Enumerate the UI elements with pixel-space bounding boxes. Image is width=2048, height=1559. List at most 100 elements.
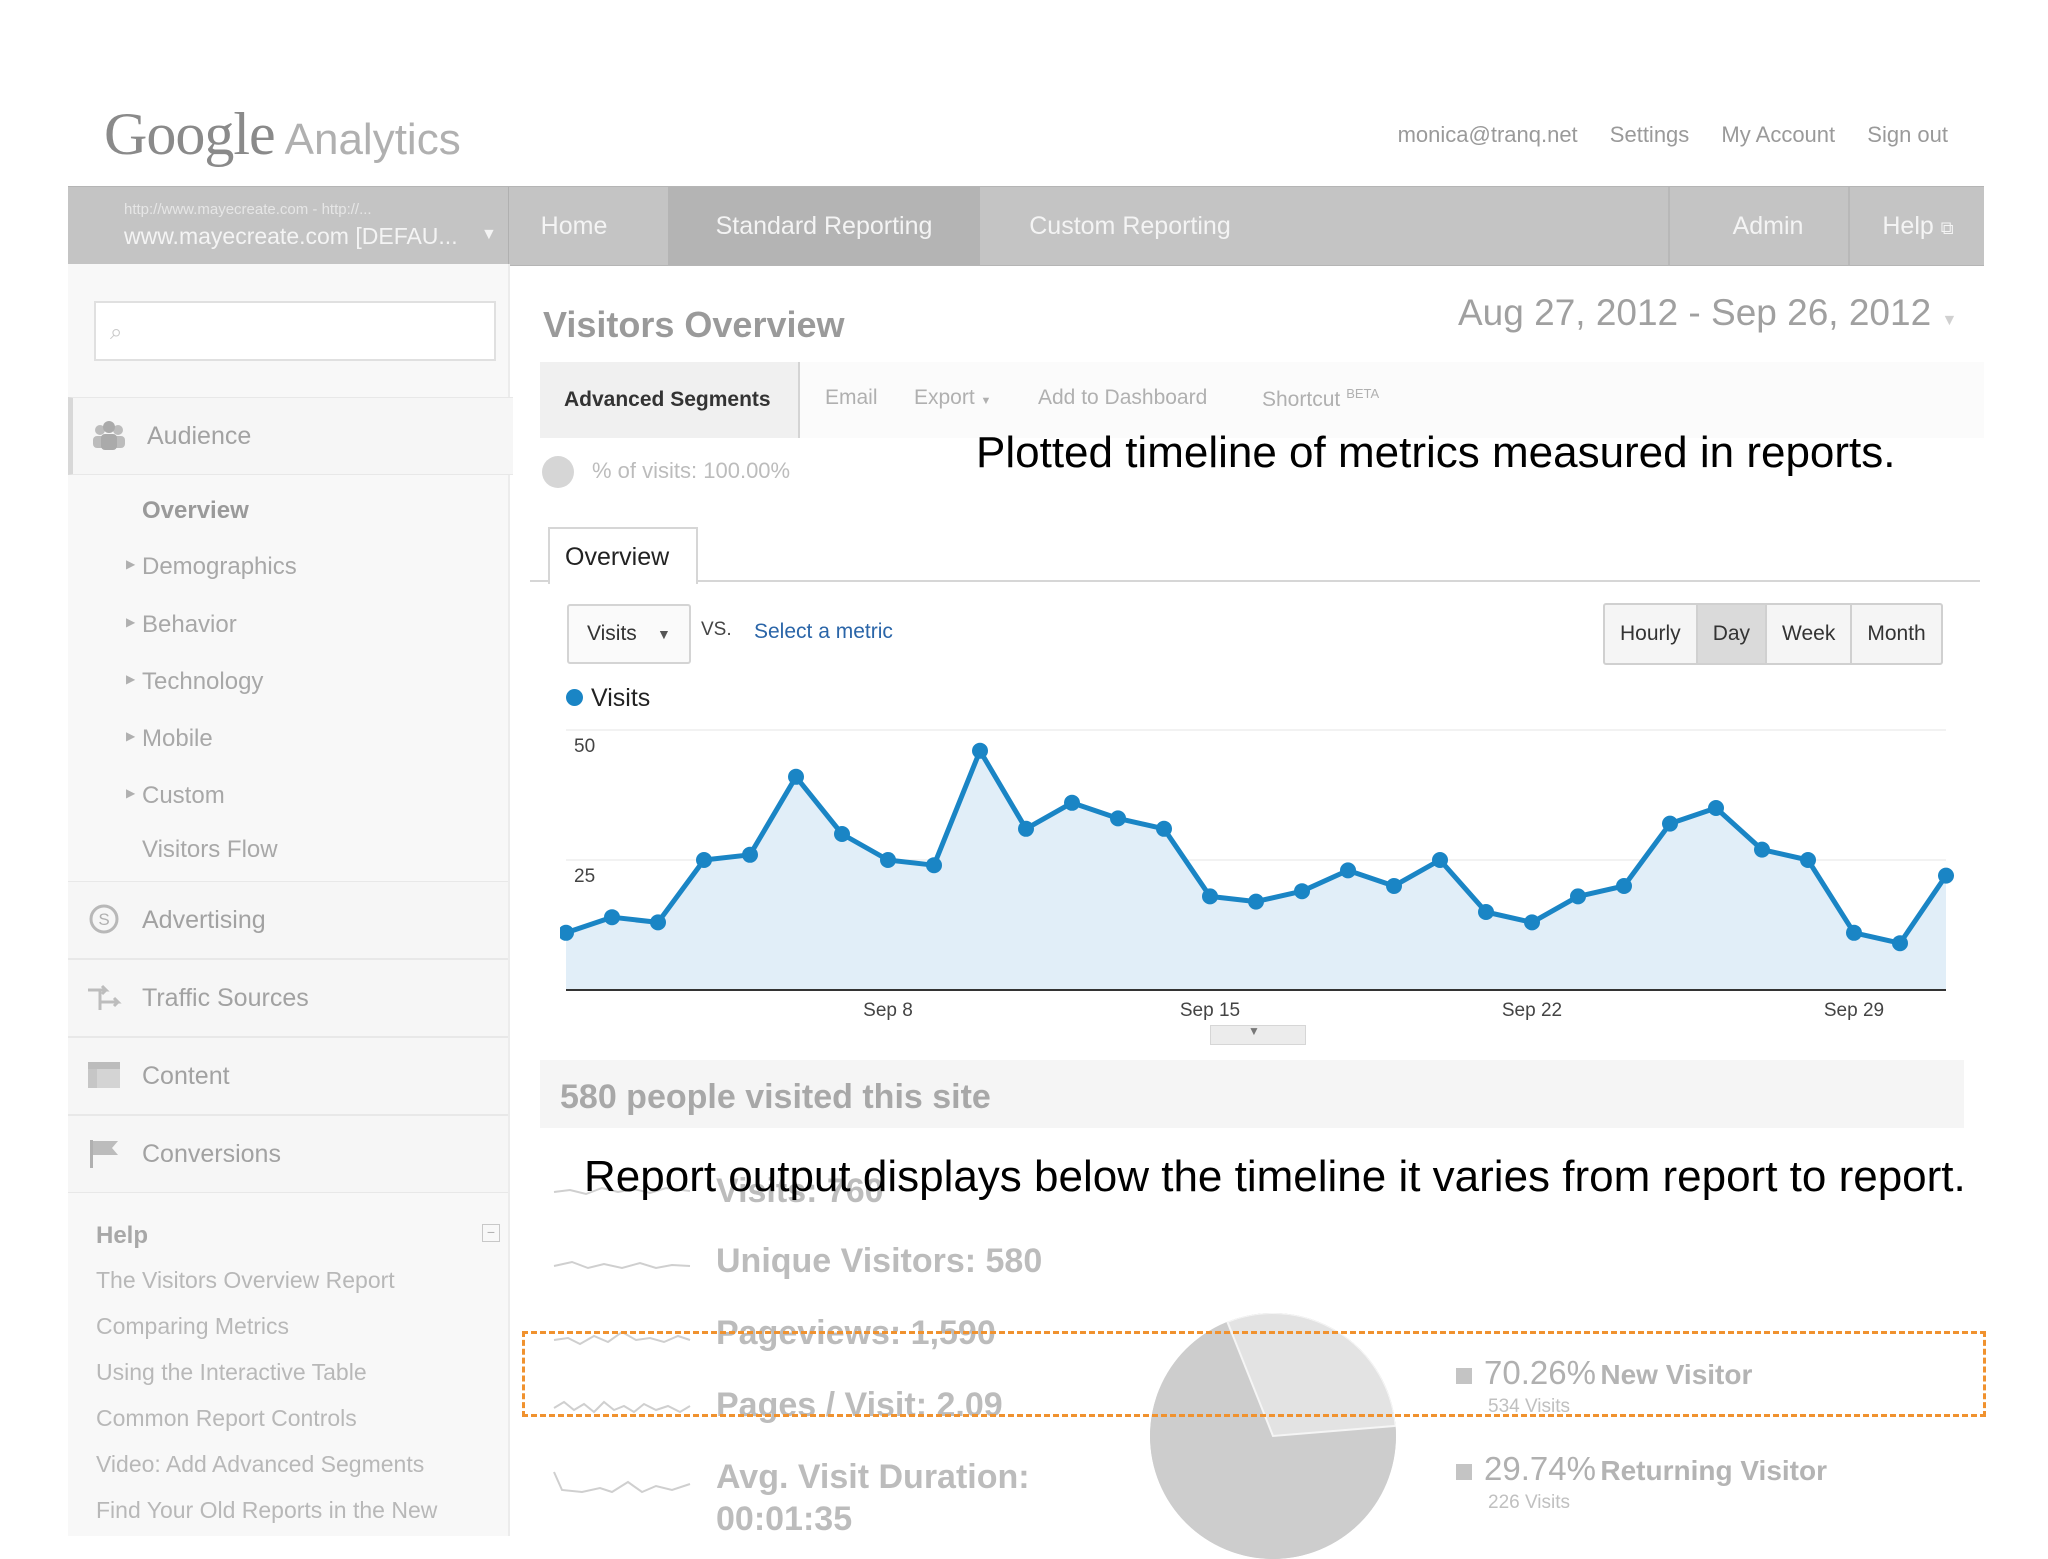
data-point[interactable] xyxy=(1616,878,1632,894)
sidebar-section-content[interactable]: Content xyxy=(68,1037,508,1115)
advanced-segments-label: Advanced Segments xyxy=(564,388,771,411)
expand-triangle-icon: ▶ xyxy=(126,729,136,743)
my-account-link[interactable]: My Account xyxy=(1721,122,1836,147)
email-button[interactable]: Email xyxy=(825,386,878,409)
add-to-dashboard-button[interactable]: Add to Dashboard xyxy=(1038,386,1208,409)
sidebar-item-mobile[interactable]: ▶ Mobile xyxy=(126,725,213,753)
expand-triangle-icon: ▶ xyxy=(126,615,136,629)
help-link[interactable]: The Visitors Overview Report xyxy=(96,1267,395,1293)
data-point[interactable] xyxy=(1800,852,1816,868)
shortcut-button[interactable]: Shortcut BETA xyxy=(1262,386,1379,412)
data-point[interactable] xyxy=(1156,820,1172,837)
user-email[interactable]: monica@tranq.net xyxy=(1397,122,1578,147)
google-analytics-logo[interactable]: Google Analytics xyxy=(104,101,461,167)
data-point[interactable] xyxy=(742,846,758,863)
collapse-icon[interactable]: − xyxy=(482,1224,500,1242)
data-point[interactable] xyxy=(1432,852,1448,868)
annotation-timeline: Plotted timeline of metrics measured in … xyxy=(976,428,1896,477)
advanced-segments-button[interactable]: Advanced Segments xyxy=(540,362,800,438)
nav-help[interactable]: Help ⧉ xyxy=(1858,187,1978,265)
vs-label: VS. xyxy=(701,619,732,640)
sidebar-item-visitors-flow[interactable]: Visitors Flow xyxy=(142,836,278,863)
select-metric-link[interactable]: Select a metric xyxy=(754,620,893,643)
help-link[interactable]: Video: Add Advanced Segments xyxy=(96,1451,425,1477)
sidebar-search-input[interactable]: ⌕ xyxy=(94,301,496,361)
data-point[interactable] xyxy=(880,852,896,868)
nav-home[interactable]: Home xyxy=(540,212,608,240)
sidebar-section-audience[interactable]: Audience xyxy=(68,397,513,475)
data-point[interactable] xyxy=(604,909,620,926)
data-point[interactable] xyxy=(650,914,666,931)
data-point[interactable] xyxy=(1524,914,1540,931)
data-point[interactable] xyxy=(1294,883,1310,900)
nav-divider xyxy=(1848,187,1850,265)
nav-standard-reporting[interactable]: Standard Reporting xyxy=(668,187,980,265)
metric-pages-per-visit: Pages / Visit: 2.09 xyxy=(716,1386,1003,1424)
data-point[interactable] xyxy=(1892,935,1908,952)
x-tick-label: Sep 29 xyxy=(1824,1000,1884,1020)
data-point[interactable] xyxy=(1938,867,1954,884)
sidebar-item-demographics[interactable]: ▶ Demographics xyxy=(126,553,297,581)
sidebar-section-traffic-sources[interactable]: Traffic Sources xyxy=(68,959,508,1037)
metric-select[interactable]: Visits ▼ xyxy=(567,604,691,664)
content-icon xyxy=(88,1062,120,1088)
granularity-hourly[interactable]: Hourly xyxy=(1605,605,1698,663)
sidebar-item-label: Technology xyxy=(142,668,264,695)
nav-custom-reporting[interactable]: Custom Reporting xyxy=(1029,212,1231,240)
export-button[interactable]: Export ▼ xyxy=(914,386,991,410)
data-point[interactable] xyxy=(1018,820,1034,837)
settings-link[interactable]: Settings xyxy=(1609,122,1690,147)
data-point[interactable] xyxy=(1202,888,1218,905)
sidebar-item-technology[interactable]: ▶ Technology xyxy=(126,668,264,696)
data-point[interactable] xyxy=(1248,893,1264,910)
legend-swatch xyxy=(1456,1464,1472,1480)
sidebar-section-advertising[interactable]: S Advertising xyxy=(68,881,508,959)
visits-area xyxy=(566,750,1946,990)
data-point[interactable] xyxy=(972,742,988,759)
data-point[interactable] xyxy=(926,857,942,874)
help-link[interactable]: Common Report Controls xyxy=(96,1405,357,1431)
beta-badge: BETA xyxy=(1346,386,1380,401)
highlight-box xyxy=(522,1331,1986,1417)
data-point[interactable] xyxy=(696,852,712,868)
data-point[interactable] xyxy=(1846,924,1862,941)
pie-legend-label: New Visitor xyxy=(1600,1359,1753,1390)
help-link[interactable]: Find Your Old Reports in the New xyxy=(96,1497,438,1523)
data-point[interactable] xyxy=(1754,841,1770,858)
tab-overview[interactable]: Overview xyxy=(548,527,698,584)
date-range-picker[interactable]: Aug 27, 2012 - Sep 26, 2012 ▼ xyxy=(1458,292,1957,334)
chart-resize-handle[interactable]: ▼ xyxy=(1210,1024,1306,1045)
nav-admin[interactable]: Admin xyxy=(1732,212,1804,240)
sidebar-section-conversions[interactable]: Conversions xyxy=(68,1115,508,1193)
metric-label: Avg. Visit Duration: xyxy=(716,1458,1030,1496)
help-link[interactable]: Comparing Metrics xyxy=(96,1313,289,1339)
sidebar-item-custom[interactable]: ▶ Custom xyxy=(126,782,225,810)
tab-label: Overview xyxy=(565,543,670,571)
data-point[interactable] xyxy=(788,768,804,785)
data-point[interactable] xyxy=(834,826,850,842)
pie-legend-returning-visitor: 29.74% Returning Visitor 226 Visits xyxy=(1456,1450,1827,1513)
data-point[interactable] xyxy=(1064,794,1080,811)
help-title: Help xyxy=(96,1222,149,1249)
sidebar-item-overview[interactable]: Overview xyxy=(142,497,249,524)
granularity-month[interactable]: Month xyxy=(1867,622,1926,645)
metric-select-label: Visits xyxy=(587,622,637,645)
granularity-week[interactable]: Week xyxy=(1767,605,1853,663)
audience-icon xyxy=(93,421,125,450)
data-point[interactable] xyxy=(560,924,574,941)
granularity-day[interactable]: Day xyxy=(1697,605,1768,663)
pie-legend-new-visitor: 70.26% New Visitor 534 Visits xyxy=(1456,1354,1753,1417)
visits-line-chart[interactable]: 50 25 Sep 8 Sep 15 Sep 22 Sep 29 xyxy=(560,720,1960,1020)
data-point[interactable] xyxy=(1570,888,1586,905)
account-selector[interactable]: http://www.mayecreate.com - http://... w… xyxy=(68,187,509,265)
data-point[interactable] xyxy=(1340,862,1356,879)
data-point[interactable] xyxy=(1478,904,1494,920)
help-link[interactable]: Using the Interactive Table xyxy=(96,1359,367,1385)
data-point[interactable] xyxy=(1662,815,1678,832)
sidebar-item-behavior[interactable]: ▶ Behavior xyxy=(126,611,237,639)
data-point[interactable] xyxy=(1708,800,1724,816)
expand-triangle-icon: ▶ xyxy=(126,557,136,571)
data-point[interactable] xyxy=(1386,878,1402,894)
data-point[interactable] xyxy=(1110,810,1126,827)
sign-out-link[interactable]: Sign out xyxy=(1867,122,1948,147)
